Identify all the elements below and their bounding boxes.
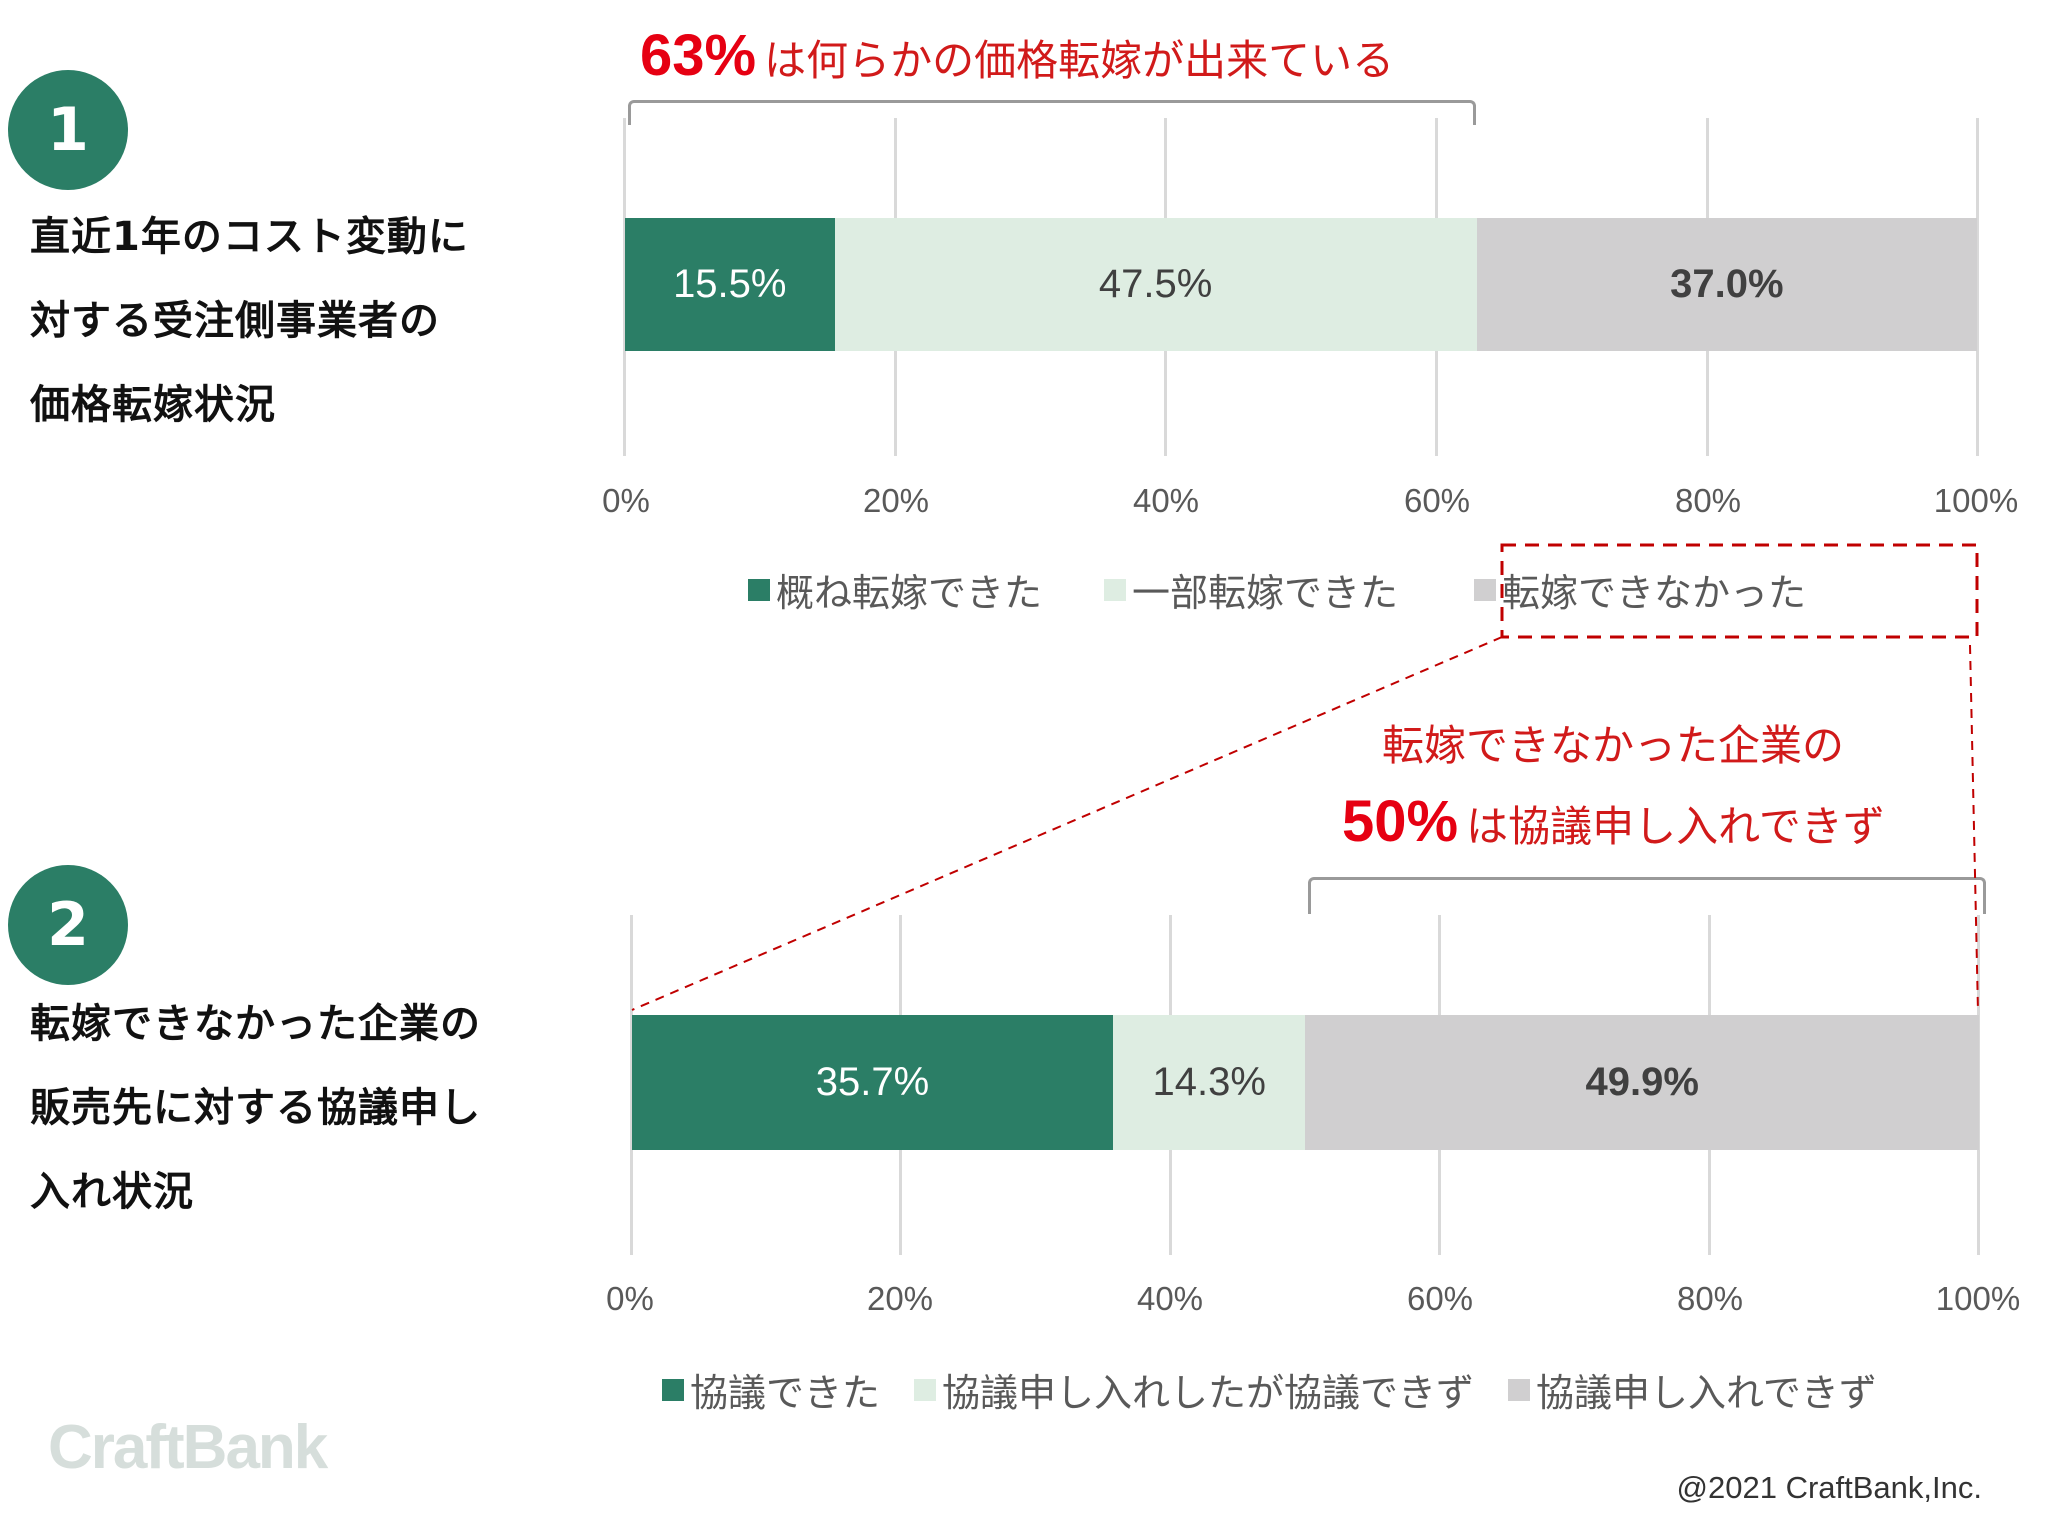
craftbank-logo: CraftBank bbox=[48, 1413, 328, 1482]
tick-label: 0% bbox=[602, 482, 650, 519]
gridline bbox=[623, 118, 626, 456]
annotation-text: は協議申し入れできず bbox=[1466, 802, 1885, 851]
tick-label: 80% bbox=[1676, 1280, 1744, 1317]
legend-swatch-dark-green bbox=[662, 1378, 684, 1401]
legend-highlight-box bbox=[1500, 543, 1979, 639]
annotation-big-number: 50% bbox=[1342, 789, 1459, 854]
bar-segment-requested-not-negotiated: 14.3% bbox=[1112, 1015, 1306, 1150]
tick-label: 100% bbox=[1933, 482, 2019, 519]
legend-2: 協議できた 協議申し入れしたが協議できず 協議申し入れできず bbox=[662, 1362, 1911, 1417]
legend-label: 協議申し入れしたが協議できず bbox=[942, 1371, 1475, 1415]
legend-1: 概ね転嫁できた 一部転嫁できた 転嫁できなかった bbox=[748, 562, 1840, 617]
legend-label: 概ね転嫁できた bbox=[776, 571, 1043, 615]
bar-segment-negotiated: 35.7% bbox=[632, 1015, 1113, 1150]
legend-label: 転嫁できなかった bbox=[1502, 571, 1807, 615]
gridline bbox=[630, 915, 633, 1255]
bar-segment-partially-passed: 47.5% bbox=[834, 218, 1477, 351]
legend-item: 概ね転嫁できた bbox=[748, 562, 1042, 617]
badge-number: 1 bbox=[47, 95, 89, 165]
legend-swatch-gray bbox=[1508, 1378, 1531, 1401]
section-2-title: 転嫁できなかった企業の 販売先に対する協議申し 入れ状況 bbox=[30, 1001, 481, 1215]
legend-label: 一部転嫁できた bbox=[1132, 571, 1399, 615]
tick-label: 60% bbox=[1403, 482, 1471, 519]
bar-segment-fully-passed: 15.5% bbox=[625, 218, 835, 351]
legend-swatch-dark-green bbox=[748, 578, 770, 601]
legend-item: 転嫁できなかった bbox=[1474, 562, 1806, 617]
callout-line-right bbox=[1969, 644, 1979, 1013]
segment-label: 37.0% bbox=[1670, 262, 1784, 306]
tick-label: 20% bbox=[862, 482, 930, 519]
section-1-badge: 1 bbox=[8, 70, 128, 190]
annotation-50-line1: 転嫁できなかった企業の bbox=[1382, 712, 1844, 773]
legend-item: 協議申し入れできず bbox=[1508, 1362, 1877, 1417]
legend-swatch-light-green bbox=[1104, 578, 1127, 601]
gridline bbox=[1976, 118, 1979, 456]
annotation-big-number: 63% bbox=[640, 23, 757, 88]
legend-item: 一部転嫁できた bbox=[1104, 562, 1398, 617]
annotation-text: 転嫁できなかった企業の bbox=[1382, 721, 1845, 770]
section-2-badge: 2 bbox=[8, 865, 128, 985]
tick-label: 40% bbox=[1136, 1280, 1204, 1317]
bracket-63 bbox=[628, 100, 1476, 125]
bar-segment-not-requested: 49.9% bbox=[1305, 1015, 1979, 1150]
callout-line-left bbox=[631, 636, 1503, 1011]
legend-swatch-gray bbox=[1474, 578, 1497, 601]
bar-segment-not-passed: 37.0% bbox=[1476, 218, 1977, 351]
legend-item: 協議できた bbox=[662, 1362, 880, 1417]
legend-item: 協議申し入れしたが協議できず bbox=[914, 1362, 1474, 1417]
tick-label: 80% bbox=[1674, 482, 1742, 519]
segment-label: 47.5% bbox=[1098, 262, 1213, 306]
segment-label: 14.3% bbox=[1152, 1060, 1266, 1104]
legend-swatch-light-green bbox=[914, 1378, 937, 1401]
annotation-50-line2: 50% は協議申し入れできず bbox=[1342, 788, 1885, 855]
stacked-bar-2: 35.7% 14.3% 49.9% bbox=[632, 1015, 1979, 1150]
legend-label: 協議申し入れできず bbox=[1536, 1371, 1877, 1415]
segment-label: 35.7% bbox=[815, 1060, 930, 1104]
annotation-63: 63% は何らかの価格転嫁が出来ている bbox=[640, 22, 1394, 89]
copyright: @2021 CraftBank,Inc. bbox=[1676, 1470, 1982, 1505]
section-1-title: 直近1年のコスト変動に 対する受注側事業者の 価格転嫁状況 bbox=[30, 214, 469, 428]
tick-label: 40% bbox=[1132, 482, 1200, 519]
badge-number: 2 bbox=[47, 890, 89, 960]
bracket-50 bbox=[1308, 877, 1986, 914]
segment-label: 49.9% bbox=[1585, 1060, 1699, 1104]
tick-label: 100% bbox=[1935, 1280, 2021, 1317]
annotation-text: は何らかの価格転嫁が出来ている bbox=[764, 36, 1395, 85]
tick-label: 60% bbox=[1406, 1280, 1474, 1317]
legend-label: 協議できた bbox=[690, 1371, 881, 1415]
tick-label: 20% bbox=[866, 1280, 934, 1317]
segment-label: 15.5% bbox=[673, 262, 787, 306]
tick-label: 0% bbox=[606, 1280, 654, 1317]
stacked-bar-1: 15.5% 47.5% 37.0% bbox=[625, 218, 1977, 351]
